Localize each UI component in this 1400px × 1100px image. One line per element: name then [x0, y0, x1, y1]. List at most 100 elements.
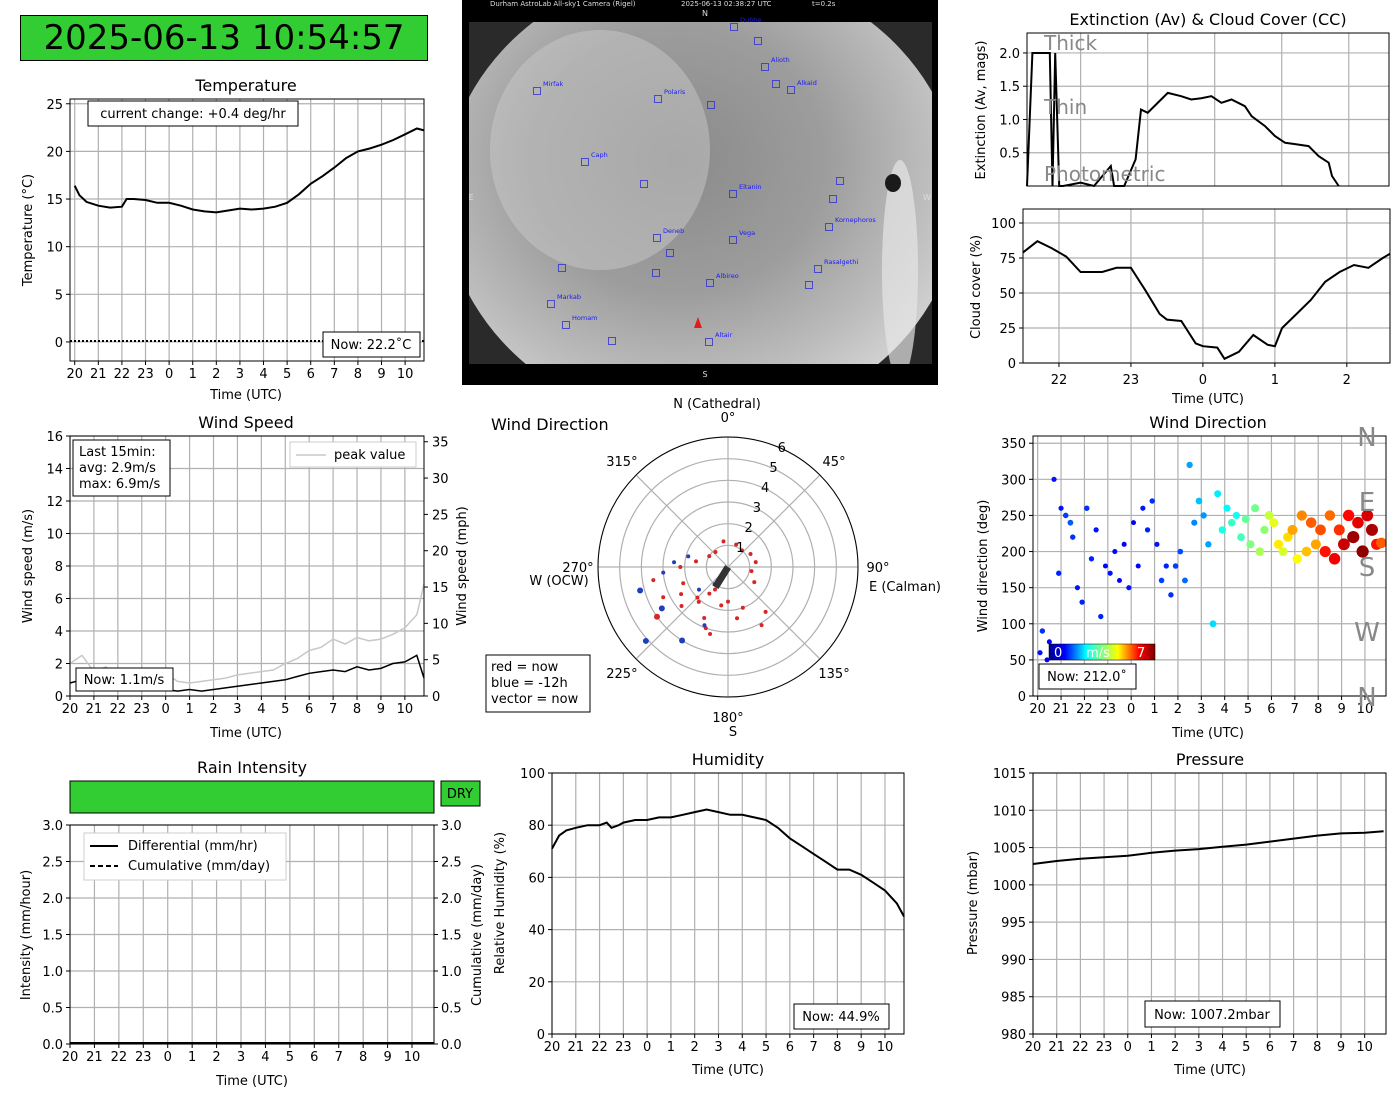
wind-direction-point [1070, 534, 1076, 540]
x-tick-label: 0 [162, 702, 170, 717]
x-tick-label: 8 [353, 702, 361, 717]
temperature-annotation: current change: +0.4 deg/hr [100, 107, 286, 122]
x-tick-label: 8 [359, 1050, 367, 1065]
pressure-ylabel: Pressure (mbar) [966, 851, 981, 955]
x-tick-label: 4 [1218, 1040, 1226, 1055]
star-marker [581, 158, 589, 166]
y-tick-label: 15 [46, 193, 63, 208]
rain-y-ticks: 0.0 0.5 1.0 1.5 2.0 2.5 3.0 [42, 819, 70, 1053]
pressure-xlabel: Time (UTC) [1173, 1063, 1246, 1078]
wind-direction-point [1269, 518, 1279, 528]
x-tick-label: 9 [377, 367, 385, 382]
polar-point [713, 587, 717, 592]
wind-direction-point [1121, 541, 1127, 547]
x-tick-label: 9 [1337, 1040, 1345, 1055]
x-tick-label: 6 [307, 367, 315, 382]
x-tick-label: 1 [1147, 1040, 1155, 1055]
y2-tick-label: 0.5 [441, 1002, 462, 1017]
polar-point [707, 554, 712, 559]
wind-direction-point [1093, 527, 1099, 533]
polar-spoke [635, 566, 729, 660]
polar-outline [597, 436, 859, 698]
x-tick-label: 20 [1025, 1040, 1042, 1055]
y-tick-label: 25 [999, 322, 1016, 337]
extinction-panel: Extinction (Av) & Cloud Cover (CC) 0.5 1.… [974, 10, 1390, 188]
star-label: Deneb [663, 227, 684, 235]
camera-dir-e: E [468, 193, 473, 202]
x-tick-label: 3 [237, 1050, 245, 1065]
wind-direction-point [1301, 546, 1312, 557]
pressure-x-ticks: 20 21 22 23 0 1 2 3 4 5 6 7 8 9 10 [1025, 1034, 1373, 1055]
wind-direction-point [1283, 532, 1293, 542]
star-label: Markab [557, 293, 581, 301]
wind-direction-point [1237, 533, 1245, 541]
wind-direction-point [1195, 497, 1203, 505]
star-label: Homam [572, 314, 598, 322]
wind-polar-west-label: W (OCW) [529, 574, 588, 589]
wind-speed-ylabel2: Wind speed (mph) [455, 506, 470, 626]
wind-direction-point [1107, 570, 1113, 576]
wind-direction-point [1051, 476, 1057, 482]
wind-speed-y2-ticks: 0 5 10 15 20 25 30 35 [424, 436, 449, 705]
wind-direction-points [1037, 461, 1387, 663]
y-tick-label: 0.5 [42, 1002, 63, 1017]
cloud-y-ticks: 0 25 50 75 100 [991, 217, 1023, 372]
extinction-title: Extinction (Av) & Cloud Cover (CC) [1069, 10, 1346, 29]
camera-pointer-arrow [694, 317, 702, 328]
compass-label: S [1359, 553, 1376, 583]
x-tick-label: 20 [62, 702, 79, 717]
star-marker [772, 80, 780, 88]
wind-direction-point [1296, 510, 1307, 521]
polar-point [739, 548, 744, 553]
wind-direction-point [1177, 548, 1184, 555]
temperature-title: Temperature [194, 76, 296, 95]
y2-tick-label: 10 [432, 617, 449, 632]
x-tick-label: 20 [1029, 702, 1046, 717]
y-tick-label: 200 [1001, 546, 1026, 561]
humidity-y-ticks: 0 20 40 60 80 100 [520, 767, 552, 1043]
polar-angle-label: 270° [562, 561, 593, 576]
rain-ylabel2: Cumulative (mm/day) [470, 864, 485, 1006]
polar-point [642, 637, 649, 644]
polar-radial-label: 4 [761, 481, 769, 496]
x-tick-label: 23 [137, 367, 154, 382]
x-tick-label: 7 [329, 702, 337, 717]
polar-radial-label: 5 [769, 461, 777, 476]
allsky-camera-image: Durham AstroLab All-sky1 Camera (Rigel) … [462, 0, 938, 385]
temperature-xlabel: Time (UTC) [209, 388, 282, 403]
y-tick-label: 40 [528, 924, 545, 939]
y2-tick-label: 20 [432, 545, 449, 560]
y-tick-label: 80 [528, 819, 545, 834]
x-tick-label: 21 [86, 702, 103, 717]
wind-polar-east-label: E (Calman) [869, 580, 941, 595]
polar-point [753, 560, 758, 565]
y2-tick-label: 1.0 [441, 965, 462, 980]
x-tick-label: 8 [833, 1040, 841, 1055]
polar-point [696, 599, 701, 604]
wind-direction-point [1352, 516, 1364, 529]
star-label: Mirfak [543, 80, 563, 88]
wind-direction-title: Wind Direction [1149, 413, 1267, 432]
x-tick-label: 9 [377, 702, 385, 717]
polar-point [759, 623, 764, 628]
wind-direction-point [1158, 577, 1165, 584]
y-tick-label: 20 [46, 145, 63, 160]
polar-angle-label: 180° [712, 711, 743, 726]
wind-direction-point [1218, 526, 1227, 534]
polar-spoke [635, 474, 729, 568]
x-tick-label: 9 [857, 1040, 865, 1055]
x-tick-label: 8 [1313, 1040, 1321, 1055]
x-tick-label: 4 [257, 702, 265, 717]
wind-direction-point [1315, 524, 1326, 536]
wind-direction-point [1319, 545, 1331, 558]
star-label: Caph [591, 151, 608, 159]
x-tick-label: 5 [762, 1040, 770, 1055]
humidity-grid [551, 772, 904, 1035]
x-tick-label: 5 [1244, 702, 1252, 717]
y-tick-label: 1.5 [999, 80, 1020, 95]
wind-direction-point [1232, 511, 1241, 520]
x-tick-label: 21 [1048, 1040, 1065, 1055]
wind-direction-point [1154, 541, 1160, 547]
y2-tick-label: 0 [432, 690, 440, 705]
